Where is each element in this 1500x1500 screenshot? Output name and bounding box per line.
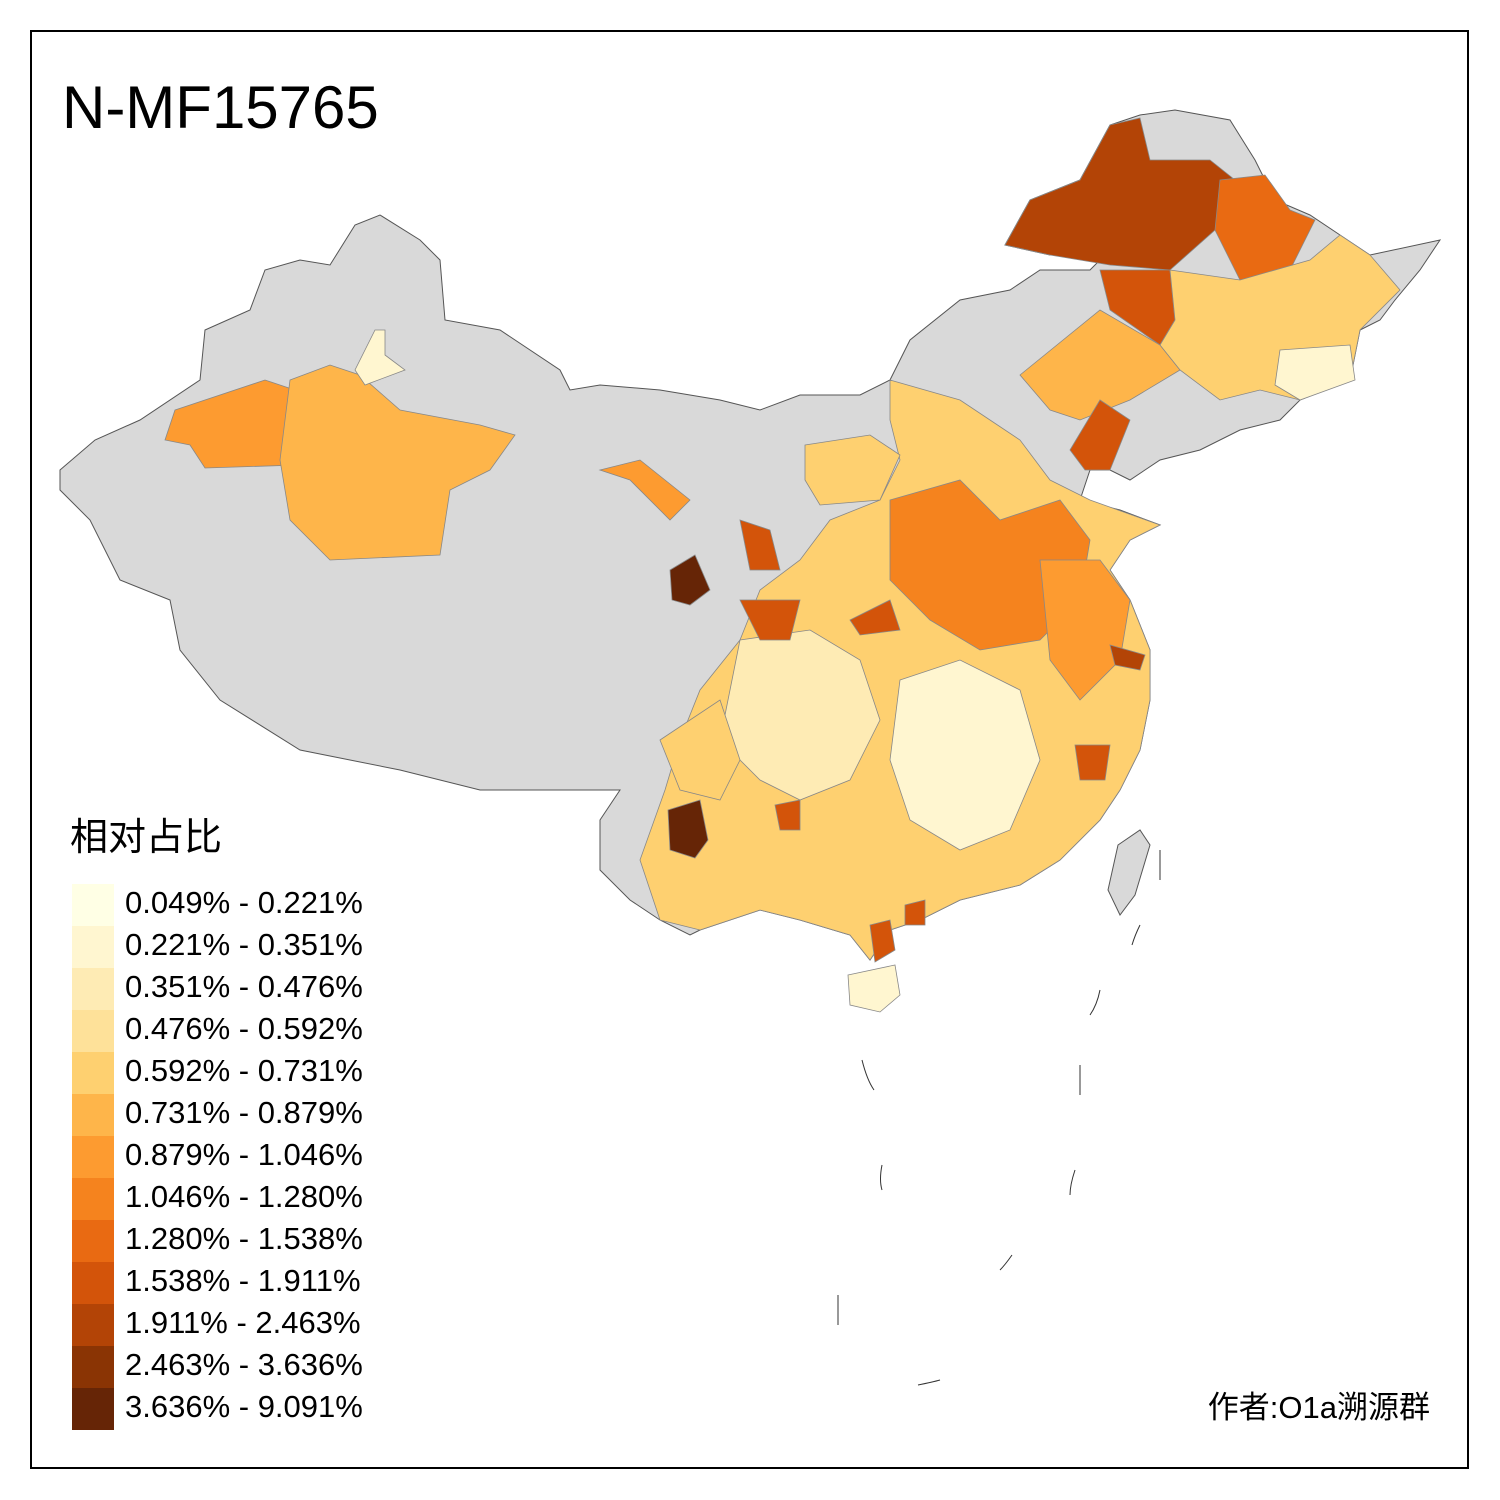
region — [739, 599, 801, 641]
region — [904, 899, 926, 926]
region — [889, 659, 1041, 851]
basemap — [59, 109, 1442, 1013]
legend-label: 0.731% - 0.879% — [125, 1095, 363, 1130]
legend-label: 0.592% - 0.731% — [125, 1053, 363, 1088]
legend-swatch — [72, 1262, 114, 1304]
region — [164, 379, 299, 469]
region — [849, 599, 901, 636]
legend-label: 0.049% - 0.221% — [125, 885, 363, 920]
map-title: N-MF15765 — [62, 74, 379, 141]
legend-swatch — [72, 1304, 114, 1346]
legend-label: 1.911% - 2.463% — [125, 1305, 361, 1340]
region — [1019, 309, 1181, 421]
south-sea-islands — [837, 850, 1161, 1386]
region — [667, 799, 709, 859]
credit: 作者:O1a溯源群 — [1208, 1390, 1430, 1425]
legend-label: 0.476% - 0.592% — [125, 1011, 363, 1046]
region — [1109, 644, 1146, 671]
region — [598, 459, 691, 521]
region — [804, 434, 901, 506]
legend: 0.049% - 0.221% 0.221% - 0.351% 0.351% - 0… — [72, 884, 363, 1430]
legend-swatch — [72, 1346, 114, 1388]
region — [669, 554, 711, 606]
region — [1004, 117, 1236, 271]
island — [1107, 829, 1151, 916]
legend-swatch — [72, 884, 114, 926]
region — [869, 919, 896, 963]
legend-swatch — [72, 1220, 114, 1262]
legend-label: 1.280% - 1.538% — [125, 1221, 363, 1256]
legend-swatch — [72, 926, 114, 968]
legend-swatch — [72, 1388, 114, 1430]
legend-swatch — [72, 1052, 114, 1094]
legend-swatch — [72, 968, 114, 1010]
legend-label: 3.636% - 9.091% — [125, 1389, 363, 1424]
legend-label: 2.463% - 3.636% — [125, 1347, 363, 1382]
region — [1069, 399, 1131, 471]
legend-label: 0.879% - 1.046% — [125, 1137, 363, 1172]
region — [1214, 174, 1316, 281]
region — [847, 964, 901, 1013]
region — [659, 699, 741, 801]
legend-title: 相对占比 — [70, 817, 222, 859]
region — [774, 799, 801, 831]
legend-swatch — [72, 1010, 114, 1052]
legend-label: 0.221% - 0.351% — [125, 927, 363, 962]
region — [1074, 744, 1111, 781]
region — [739, 519, 781, 571]
legend-label: 0.351% - 0.476% — [125, 969, 363, 1004]
region — [1274, 344, 1356, 401]
legend-swatch — [72, 1094, 114, 1136]
legend-label: 1.046% - 1.280% — [125, 1179, 363, 1214]
legend-swatch — [72, 1136, 114, 1178]
legend-swatch — [72, 1178, 114, 1220]
legend-label: 1.538% - 1.911% — [125, 1263, 361, 1298]
region — [354, 329, 406, 386]
